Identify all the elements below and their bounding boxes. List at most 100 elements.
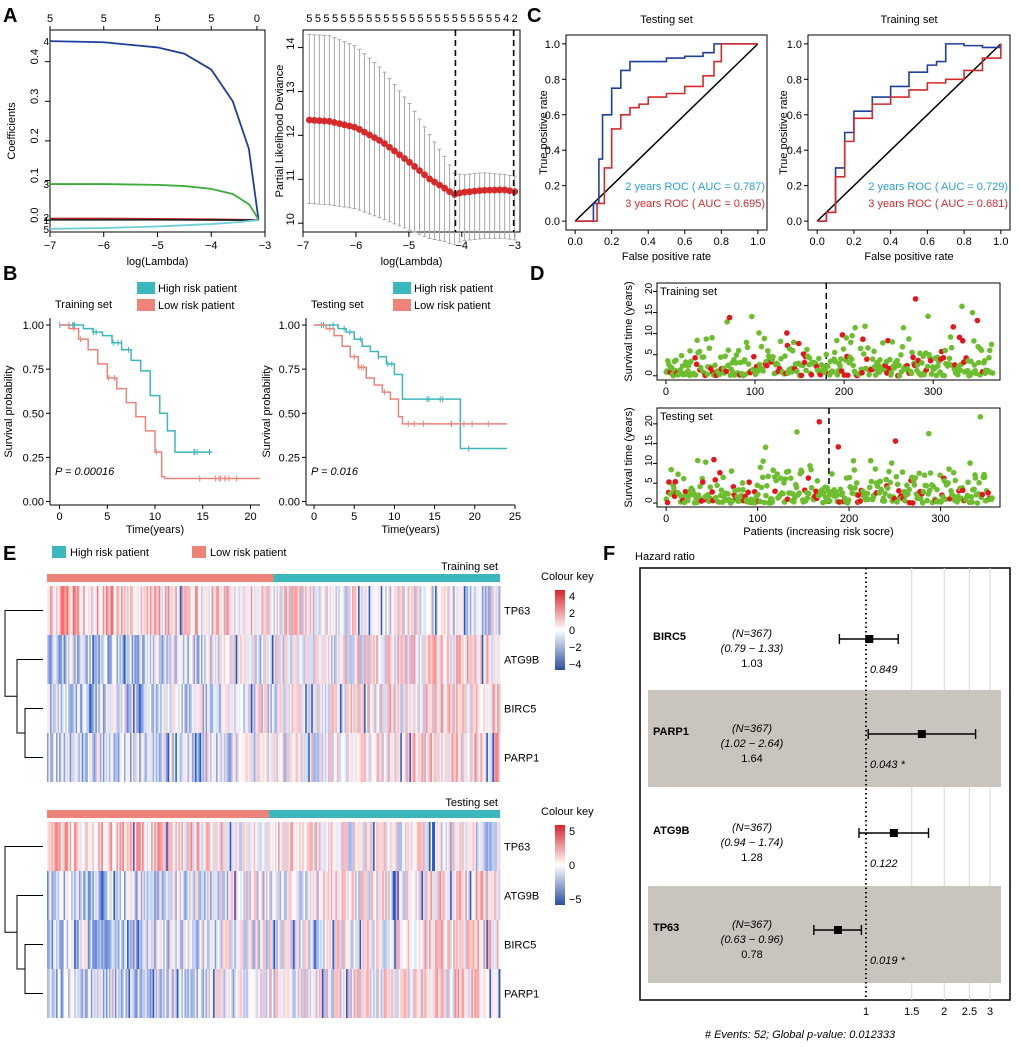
heat-cell — [320, 733, 323, 782]
y-tick-label: 0.1 — [29, 168, 41, 183]
heat-cell — [184, 733, 187, 782]
heat-cell — [364, 733, 367, 782]
deviance-point — [376, 136, 383, 144]
alive-patient-point — [733, 360, 739, 366]
heat-cell — [400, 586, 403, 635]
heat-cell — [438, 733, 440, 782]
heat-cell — [83, 871, 86, 920]
heat-cell — [312, 969, 315, 1018]
heat-cell — [330, 871, 333, 920]
heat-cell — [234, 822, 237, 871]
heat-cell — [305, 635, 308, 684]
alive-patient-point — [937, 472, 943, 479]
heat-cell — [317, 871, 320, 920]
heat-cell — [90, 920, 93, 969]
heat-cell — [240, 920, 243, 969]
heat-cell — [367, 684, 370, 733]
heat-cell — [406, 871, 409, 920]
heat-cell — [394, 635, 397, 684]
heat-cell — [294, 920, 297, 969]
heat-cell — [471, 684, 474, 733]
heat-cell — [391, 733, 394, 782]
km-curve — [59, 324, 213, 453]
heat-cell — [456, 969, 459, 1018]
hazard-ratio-value: 1.64 — [741, 753, 762, 765]
heat-cell — [444, 586, 447, 635]
heat-cell — [327, 871, 330, 920]
heat-cell — [65, 822, 68, 871]
heat-cell — [216, 586, 219, 635]
heat-cell — [442, 822, 445, 871]
heat-cell — [412, 733, 415, 782]
heat-cell — [374, 635, 377, 684]
heat-cell — [117, 920, 120, 969]
heat-cell — [271, 684, 274, 733]
heat-cell — [487, 969, 490, 1018]
heat-cell — [225, 635, 228, 684]
heat-cell — [157, 920, 160, 969]
heat-cell — [51, 586, 54, 635]
heat-cell — [451, 920, 454, 969]
heat-cell — [498, 733, 501, 782]
heat-cell — [199, 586, 202, 635]
heat-cell — [318, 635, 321, 684]
alive-patient-point — [878, 486, 885, 493]
alive-patient-point — [964, 367, 971, 374]
heat-cell — [311, 635, 314, 684]
y-axis-label: Partial Likelihood Deviance — [274, 65, 286, 198]
heat-cell — [235, 684, 238, 733]
roc-legend: 3 years ROC ( AUC = 0.695) — [625, 198, 765, 210]
heat-cell — [468, 920, 471, 969]
heat-cell — [208, 871, 211, 920]
heat-cell — [481, 733, 484, 782]
heat-cell — [466, 733, 469, 782]
heat-cell — [258, 733, 261, 782]
y-tick-label: 1.00 — [279, 320, 300, 332]
heat-cell — [181, 733, 184, 782]
y-tick-label: 10 — [644, 454, 655, 466]
heat-cell — [382, 822, 385, 871]
dead-patient-point — [912, 296, 919, 302]
heat-cell — [480, 733, 483, 782]
alive-patient-point — [777, 338, 784, 345]
heat-cell — [250, 822, 253, 871]
heat-cell — [148, 586, 151, 635]
alive-patient-point — [945, 480, 951, 486]
heat-cell — [77, 684, 80, 733]
heat-cell — [395, 733, 398, 782]
gene-label: PARP1 — [653, 726, 689, 738]
heat-cell — [288, 733, 291, 782]
heat-cell — [326, 822, 329, 871]
heat-cell — [371, 586, 374, 635]
heat-cell — [265, 871, 268, 920]
heat-cell — [439, 871, 442, 920]
heat-cell — [130, 969, 132, 1018]
heat-cell — [333, 635, 336, 684]
heat-cell — [238, 920, 241, 969]
heat-cell — [281, 871, 283, 920]
heat-cell — [205, 969, 208, 1018]
heat-cell — [261, 969, 264, 1018]
heat-cell — [74, 733, 77, 782]
heat-cell — [143, 969, 146, 1018]
heat-cell — [225, 969, 228, 1018]
heat-cell — [196, 969, 199, 1018]
heat-cell — [385, 733, 388, 782]
deviance-point — [310, 116, 318, 124]
hazard-ratio-marker — [889, 829, 898, 837]
heat-cell — [282, 822, 285, 871]
heat-cell — [256, 822, 259, 871]
heat-cell — [78, 969, 81, 1018]
heat-cell — [238, 871, 241, 920]
heat-cell — [178, 871, 181, 920]
plot-title: Training set — [55, 299, 112, 311]
heat-cell — [302, 871, 305, 920]
heat-cell — [376, 871, 379, 920]
heat-cell — [484, 733, 487, 782]
heat-cell — [217, 586, 220, 635]
heat-cell — [311, 969, 314, 1018]
heat-cell — [87, 920, 90, 969]
heat-cell — [291, 684, 294, 733]
heat-cell — [400, 871, 403, 920]
heat-cell — [463, 635, 466, 684]
